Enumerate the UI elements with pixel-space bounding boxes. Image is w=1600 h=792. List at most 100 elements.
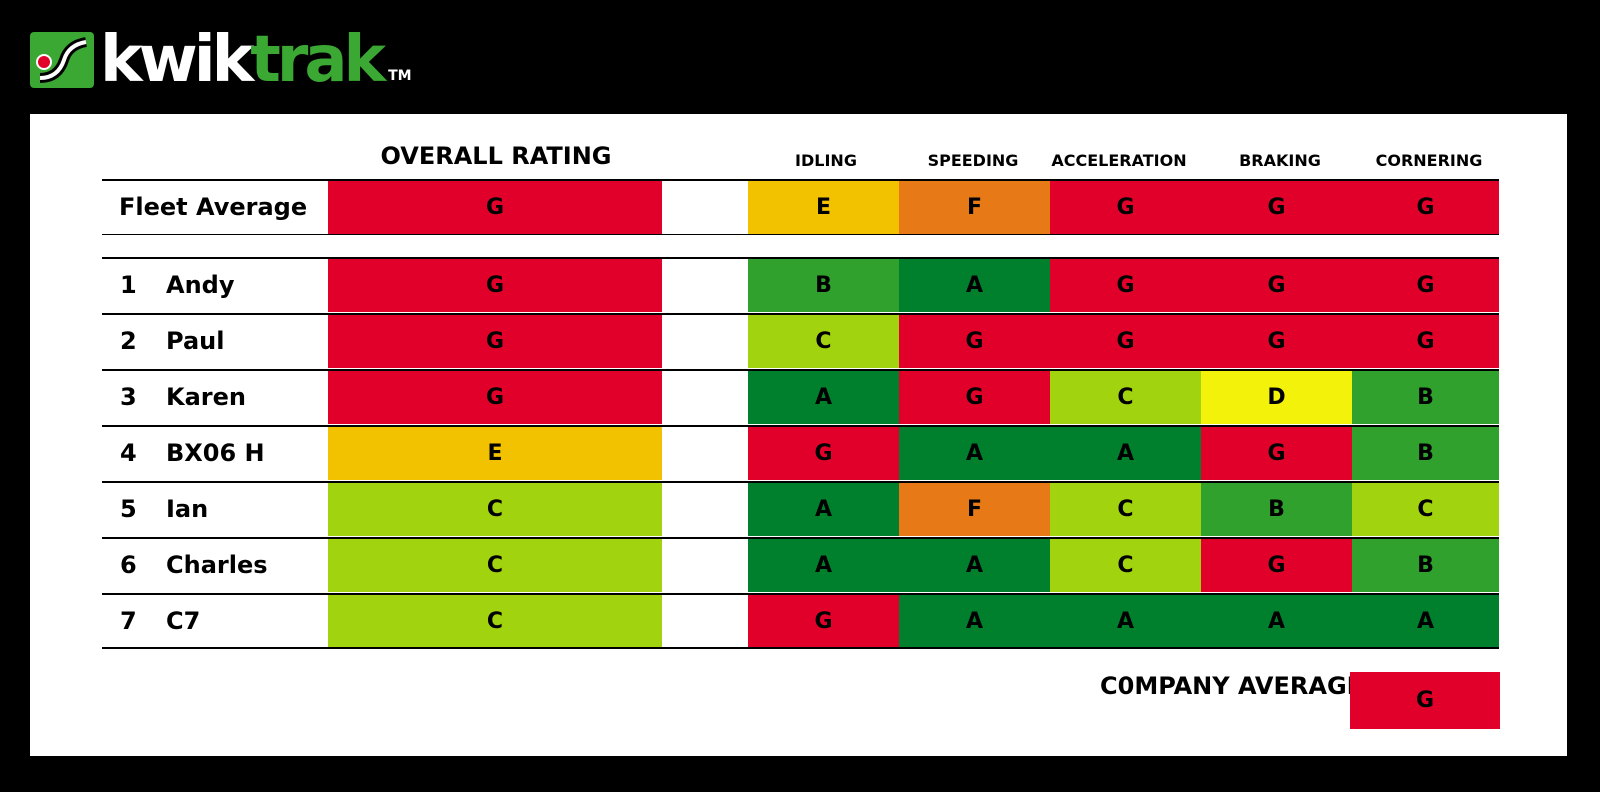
- driver-rank: 1: [120, 271, 137, 299]
- driver-speeding-cell: G: [899, 315, 1050, 368]
- driver-label: 2 Paul: [102, 313, 328, 369]
- row-divider: [102, 257, 1499, 259]
- driver-cornering-cell: B: [1352, 371, 1499, 424]
- driver-row: 5 Ian C A F C B C: [102, 481, 1499, 537]
- driver-idling-cell: B: [748, 259, 899, 312]
- overall-rating-header: OVERALL RATING: [380, 142, 612, 170]
- driver-name: BX06 H: [166, 439, 265, 467]
- kwiktrak-logo: kwiktrak TM: [30, 23, 412, 97]
- driver-cornering-cell: G: [1352, 315, 1499, 368]
- driver-acceleration-cell: C: [1050, 371, 1201, 424]
- fleet-acceleration-cell: G: [1050, 181, 1201, 234]
- driver-label: 5 Ian: [102, 481, 328, 537]
- driver-idling-cell: C: [748, 315, 899, 368]
- driver-acceleration-cell: C: [1050, 539, 1201, 592]
- driver-speeding-cell: F: [899, 483, 1050, 536]
- row-divider: [102, 647, 1499, 649]
- row-divider: [102, 234, 1499, 235]
- driver-row: 6 Charles C A A C G B: [102, 537, 1499, 593]
- driver-braking-cell: G: [1201, 315, 1352, 368]
- driver-label: 7 C7: [102, 593, 328, 649]
- driver-idling-cell: A: [748, 483, 899, 536]
- speeding-header: SPEEDING: [927, 151, 1019, 170]
- driver-overall-cell: G: [328, 315, 662, 368]
- driver-label: 6 Charles: [102, 537, 328, 593]
- fleet-cornering-cell: G: [1352, 181, 1499, 234]
- driver-name: Ian: [166, 495, 209, 523]
- row-divider: [102, 425, 1499, 427]
- driver-overall-cell: C: [328, 595, 662, 648]
- row-divider: [102, 537, 1499, 539]
- driver-row: 2 Paul G C G G G G: [102, 313, 1499, 369]
- fleet-idling-cell: E: [748, 181, 899, 234]
- driver-name: C7: [166, 607, 201, 635]
- driver-overall-cell: G: [328, 371, 662, 424]
- driver-overall-cell: G: [328, 259, 662, 312]
- driver-cornering-cell: B: [1352, 427, 1499, 480]
- driver-rank: 4: [120, 439, 137, 467]
- logo-wordmark: kwiktrak: [100, 23, 386, 97]
- driver-braking-cell: D: [1201, 371, 1352, 424]
- driver-speeding-cell: A: [899, 427, 1050, 480]
- driver-label: 4 BX06 H: [102, 425, 328, 481]
- driver-rank: 6: [120, 551, 137, 579]
- driver-rank: 7: [120, 607, 137, 635]
- driver-acceleration-cell: G: [1050, 259, 1201, 312]
- driver-rank: 2: [120, 327, 137, 355]
- acceleration-header: ACCELERATION: [1051, 151, 1187, 170]
- driver-rank: 3: [120, 383, 137, 411]
- driver-acceleration-cell: C: [1050, 483, 1201, 536]
- driver-name: Paul: [166, 327, 225, 355]
- driver-idling-cell: A: [748, 371, 899, 424]
- driver-braking-cell: G: [1201, 259, 1352, 312]
- company-average-cell: G: [1350, 672, 1500, 729]
- driver-braking-cell: G: [1201, 539, 1352, 592]
- driver-cornering-cell: C: [1352, 483, 1499, 536]
- driver-name: Charles: [166, 551, 268, 579]
- driver-row: 1 Andy G B A G G G: [102, 257, 1499, 313]
- driver-overall-cell: C: [328, 483, 662, 536]
- idling-header: IDLING: [795, 151, 857, 170]
- driver-cornering-cell: A: [1352, 595, 1499, 648]
- fleet-overall-cell: G: [328, 181, 662, 234]
- driver-speeding-cell: A: [899, 595, 1050, 648]
- driver-idling-cell: G: [748, 427, 899, 480]
- driver-braking-cell: A: [1201, 595, 1352, 648]
- driver-row: 4 BX06 H E G A A G B: [102, 425, 1499, 481]
- driver-rank: 5: [120, 495, 137, 523]
- driver-speeding-cell: A: [899, 259, 1050, 312]
- row-divider: [102, 179, 1499, 181]
- cornering-header: CORNERING: [1375, 151, 1483, 170]
- trademark-mark: TM: [388, 68, 412, 84]
- row-divider: [102, 313, 1499, 315]
- driver-label: 1 Andy: [102, 257, 328, 313]
- fleet-braking-cell: G: [1201, 181, 1352, 234]
- driver-braking-cell: B: [1201, 483, 1352, 536]
- fleet-speeding-cell: F: [899, 181, 1050, 234]
- driver-acceleration-cell: G: [1050, 315, 1201, 368]
- driver-overall-cell: C: [328, 539, 662, 592]
- driver-cornering-cell: B: [1352, 539, 1499, 592]
- logo-road-icon: [30, 32, 94, 88]
- driver-idling-cell: A: [748, 539, 899, 592]
- driver-row: 7 C7 C G A A A A: [102, 593, 1499, 649]
- driver-cornering-cell: G: [1352, 259, 1499, 312]
- row-divider: [102, 481, 1499, 483]
- driver-name: Andy: [166, 271, 235, 299]
- driver-speeding-cell: G: [899, 371, 1050, 424]
- driver-speeding-cell: A: [899, 539, 1050, 592]
- driver-idling-cell: G: [748, 595, 899, 648]
- braking-header: BRAKING: [1239, 151, 1321, 170]
- driver-label: 3 Karen: [102, 369, 328, 425]
- company-average-label: C0MPANY AVERAGE: [1100, 672, 1364, 700]
- driver-row: 3 Karen G A G C D B: [102, 369, 1499, 425]
- driver-acceleration-cell: A: [1050, 595, 1201, 648]
- driver-name: Karen: [166, 383, 246, 411]
- row-divider: [102, 593, 1499, 595]
- driver-overall-cell: E: [328, 427, 662, 480]
- driver-braking-cell: G: [1201, 427, 1352, 480]
- row-divider: [102, 369, 1499, 371]
- driver-acceleration-cell: A: [1050, 427, 1201, 480]
- fleet-average-label: Fleet Average: [119, 193, 308, 221]
- fleet-average-row: Fleet Average G E F G G G: [102, 179, 1499, 235]
